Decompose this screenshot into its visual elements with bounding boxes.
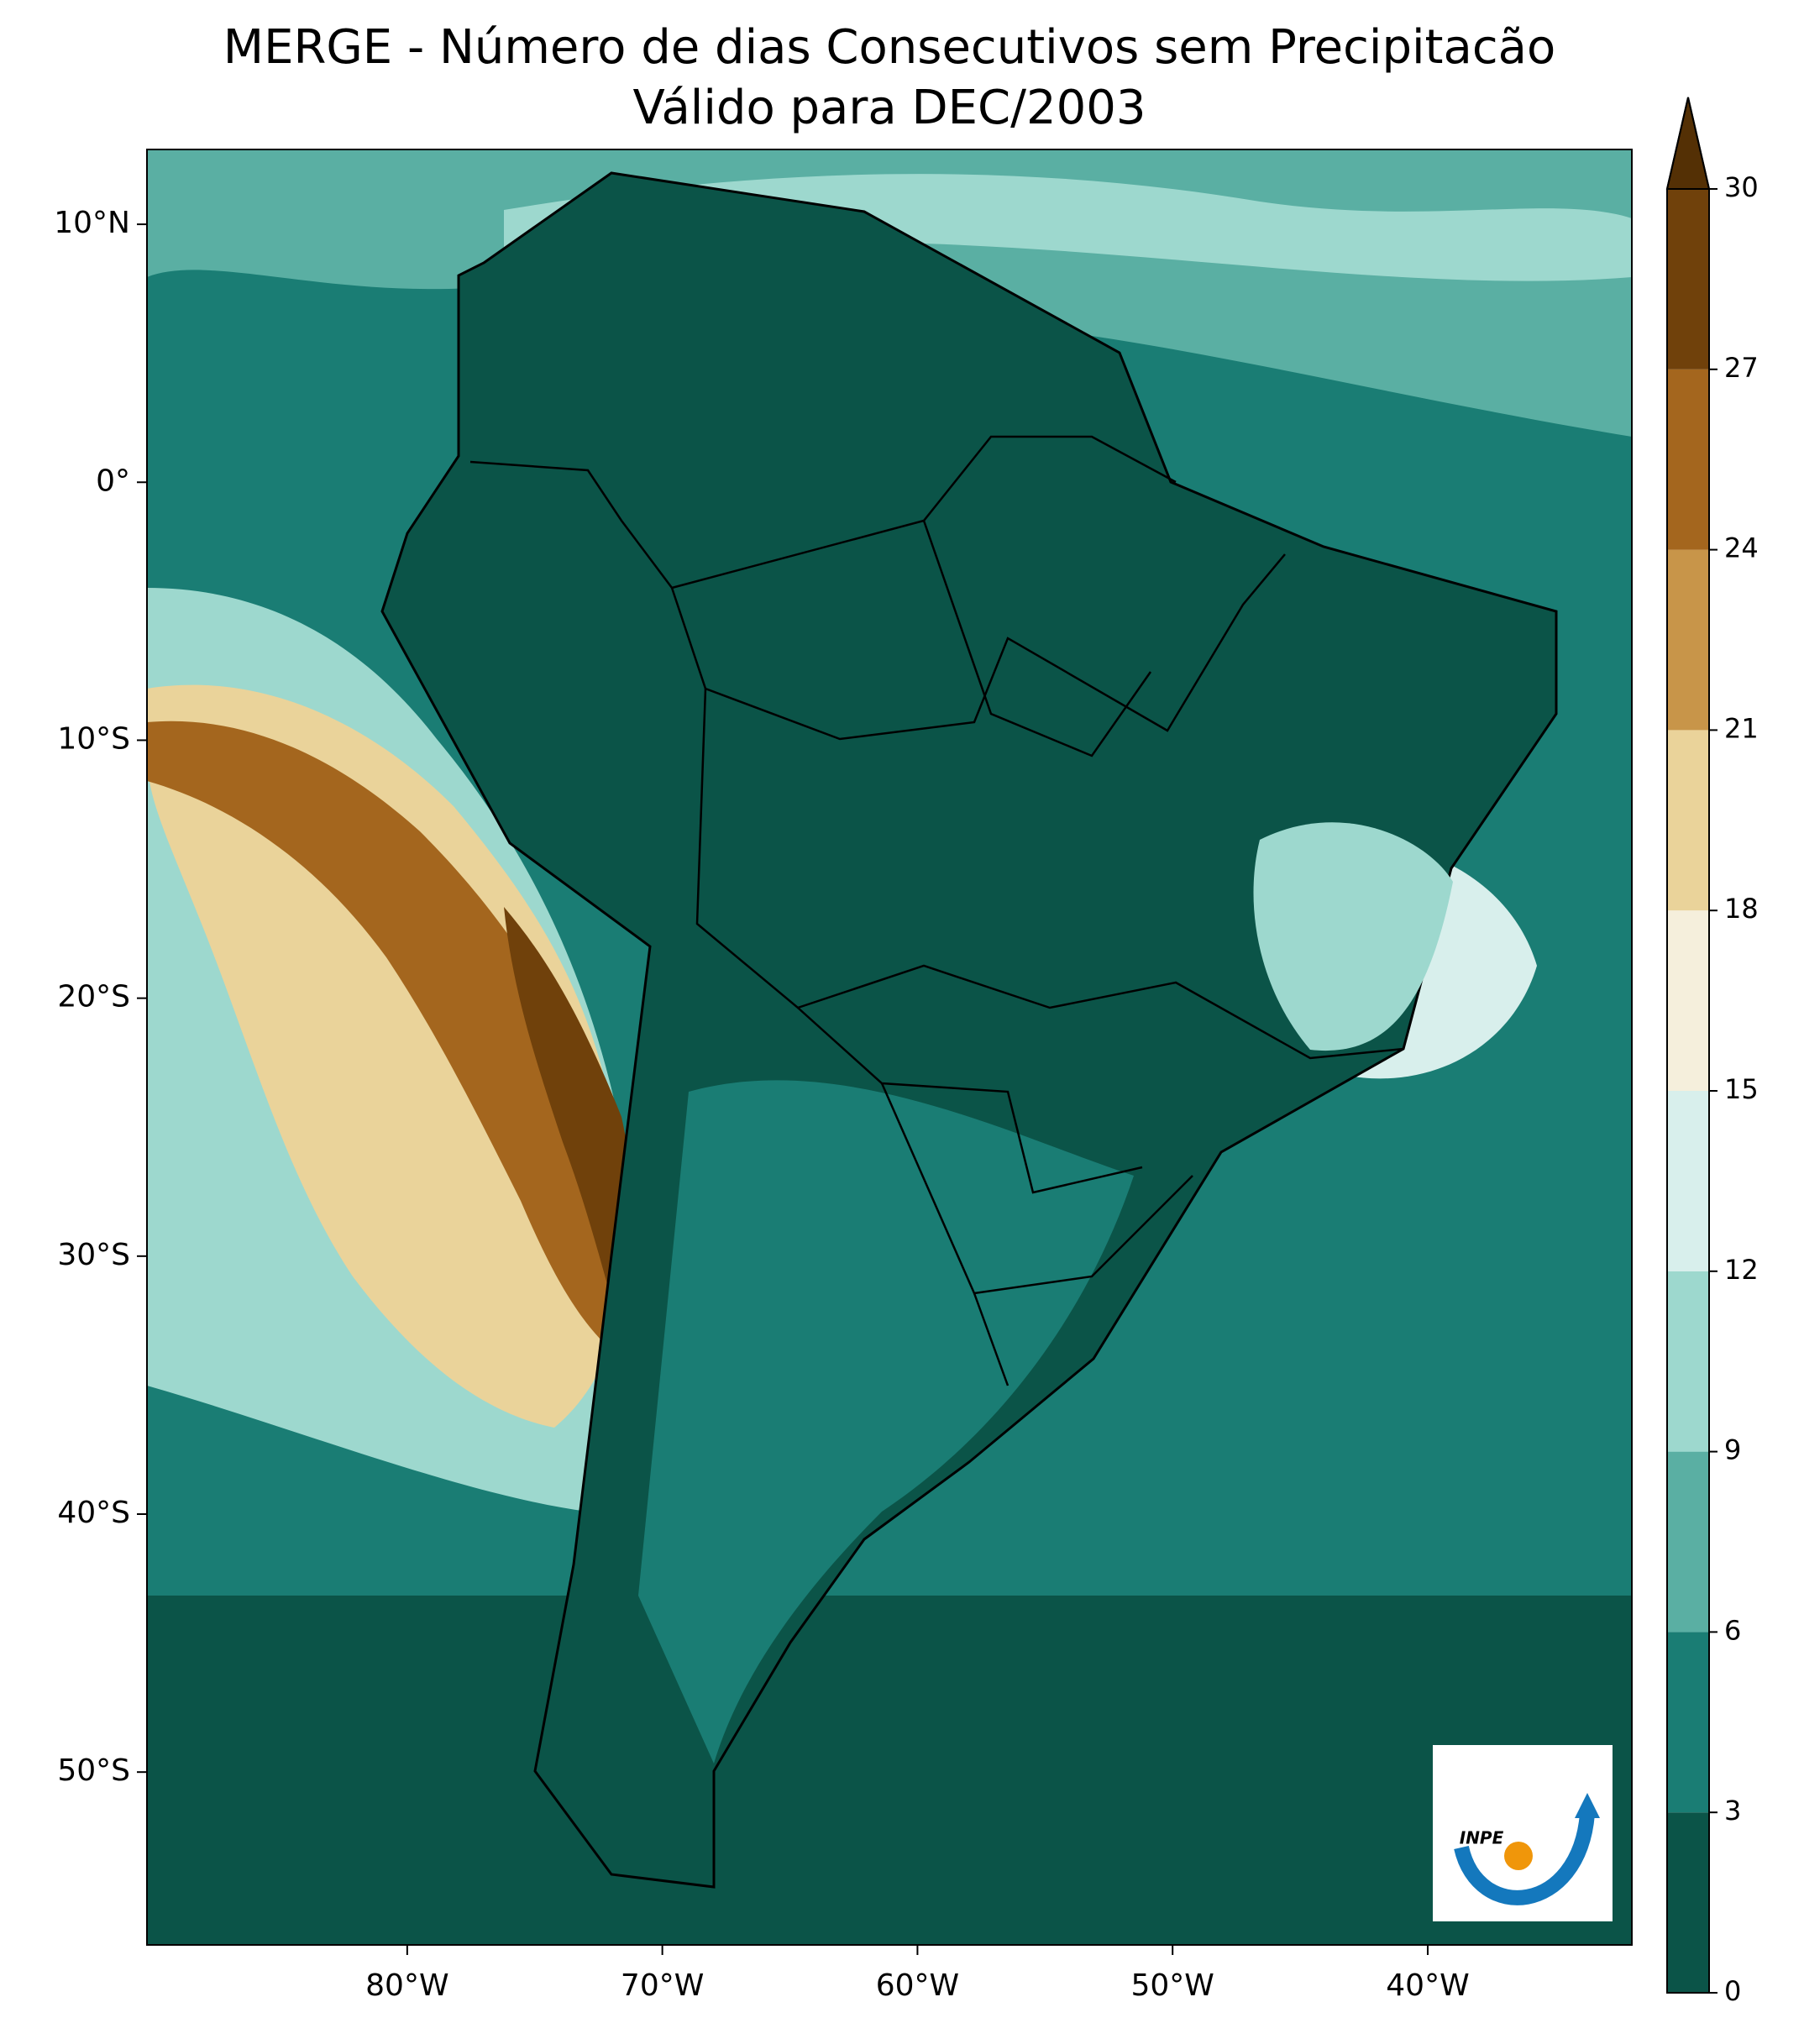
y-tick-label: 30°S bbox=[57, 1238, 130, 1272]
y-tick-label: 50°S bbox=[57, 1753, 130, 1788]
x-tick-label: 40°W bbox=[1386, 1968, 1469, 2003]
colorbar-segment bbox=[1667, 1632, 1709, 1813]
y-tick-label: 40°S bbox=[57, 1496, 130, 1530]
northeast-light bbox=[1253, 822, 1453, 1051]
colorbar-tick-label: 24 bbox=[1724, 532, 1759, 564]
dry-tan bbox=[147, 684, 627, 1428]
colorbar-segment bbox=[1667, 1812, 1709, 1993]
y-tick-label: 20°S bbox=[57, 980, 130, 1014]
colorbar-tick-label: 0 bbox=[1724, 1975, 1741, 2007]
logo-sun bbox=[1504, 1842, 1533, 1870]
colorbar-tick-label: 6 bbox=[1724, 1614, 1741, 1646]
borders bbox=[469, 435, 1404, 1386]
colorbar-tick-label: 21 bbox=[1724, 712, 1759, 744]
map-frame bbox=[146, 149, 1633, 1946]
subtitle: Válido para DEC/2003 bbox=[633, 81, 1146, 135]
colorbar-segment bbox=[1667, 1451, 1709, 1633]
x-tick-label: 70°W bbox=[621, 1968, 704, 2003]
colorbar-segment bbox=[1667, 910, 1709, 1091]
colorbar-tick-label: 9 bbox=[1724, 1434, 1741, 1466]
colorbar-tick-label: 30 bbox=[1724, 171, 1759, 203]
colorbar-tick-label: 18 bbox=[1724, 893, 1759, 925]
title: MERGE - Número de dias Consecutivos sem … bbox=[223, 20, 1555, 75]
colorbar-tick-label: 27 bbox=[1724, 352, 1759, 384]
logo-arc bbox=[1454, 1813, 1595, 1905]
logo: INPE bbox=[1433, 1745, 1613, 1921]
x-tick-label: 50°W bbox=[1130, 1968, 1214, 2003]
colorbar-segment bbox=[1667, 730, 1709, 911]
y-tick-label: 10°S bbox=[57, 721, 130, 756]
x-tick-label: 60°W bbox=[876, 1968, 959, 2003]
colorbar-segment bbox=[1667, 1271, 1709, 1452]
logo-text: INPE bbox=[1460, 1828, 1504, 1848]
colorbar-segment bbox=[1667, 189, 1709, 369]
colorbar-segment bbox=[1667, 1091, 1709, 1271]
dry-brown bbox=[147, 721, 619, 1344]
y-tick-label: 0° bbox=[96, 464, 130, 498]
logo-arrow bbox=[1575, 1793, 1600, 1818]
x-tick-label: 80°W bbox=[365, 1968, 448, 2003]
colorbar-extend bbox=[1665, 97, 1711, 190]
colorbar-tick-label: 3 bbox=[1724, 1795, 1741, 1826]
south-dark bbox=[147, 1596, 1632, 1945]
south-land bbox=[638, 1080, 1134, 1764]
y-tick-label: 10°N bbox=[54, 206, 130, 240]
dry-dark bbox=[504, 907, 634, 1335]
colorbar-segment bbox=[1667, 549, 1709, 731]
colorbar-tick-label: 15 bbox=[1724, 1073, 1759, 1105]
colorbar-tick-label: 12 bbox=[1724, 1254, 1759, 1286]
colorbar-segment bbox=[1667, 369, 1709, 550]
